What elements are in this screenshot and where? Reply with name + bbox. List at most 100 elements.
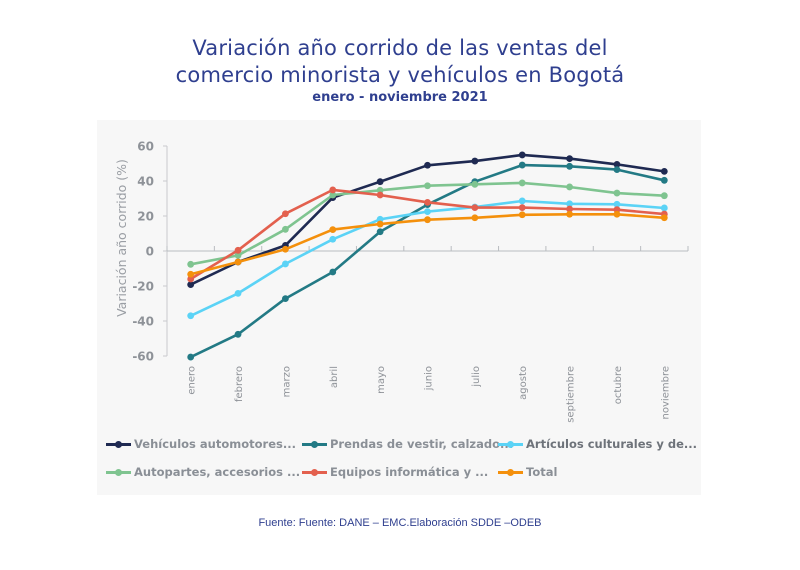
data-point [660,167,668,175]
data-point [566,205,573,213]
x-tick-label: febrero [234,366,245,402]
y-tick-label: 0 [146,245,154,259]
data-point [613,210,621,218]
legend-label: Prendas de vestir, calzado... [330,437,514,451]
data-point [329,191,337,199]
data-point [234,251,242,259]
data-point [518,179,526,187]
y-tick-label: -20 [132,280,154,294]
data-point [376,215,384,223]
data-point [566,162,573,170]
x-tick-label: abril [329,366,340,388]
data-point [518,211,526,219]
data-point [282,260,289,268]
data-point [566,183,573,191]
data-point [282,210,289,218]
x-tick-label: septiembre [566,366,577,423]
x-tick-label: junio [424,366,435,391]
y-axis-label: Variación año corrido (%) [114,159,129,317]
data-point [613,189,621,197]
data-point [518,204,526,212]
source-note: Fuente: Fuente: DANE – EMC.Elaboración S… [258,517,542,529]
data-point [424,216,431,224]
data-point [471,214,479,222]
data-point [566,210,573,218]
data-point [234,330,242,338]
data-point [660,204,668,212]
data-point [234,289,242,297]
chart-subtitle: enero - noviembre 2021 [312,90,488,105]
data-point [187,270,195,278]
data-point [282,295,289,302]
x-tick-label: julio [471,366,482,388]
chart-title-line1: Variación año corrido de las ventas del [192,36,608,60]
data-point [187,260,195,268]
legend-item[interactable]: Autopartes, accesorios ... [106,465,300,479]
legend-label: Equipos informática y ... [330,465,489,479]
x-tick-label: mayo [376,366,387,394]
data-point [282,245,289,253]
data-point [187,312,195,320]
series-4 [187,186,668,283]
series-group [187,151,668,361]
legend-label: Autopartes, accesorios ... [134,465,301,479]
data-point [234,246,242,254]
data-point [282,225,289,233]
series-3 [187,179,668,268]
y-tick-label: -40 [132,315,154,329]
legend-item[interactable]: Total [498,465,557,479]
legend-swatch-icon [106,438,131,450]
legend-label: Total [526,465,558,479]
legend-item[interactable]: Artículos culturales y de... [498,437,697,451]
data-point [566,155,573,163]
legend-item[interactable]: Vehículos automotores... [106,437,296,451]
data-point [518,197,526,205]
y-ticks: 60 40 20 0 -20 -40 -60 [132,140,167,364]
data-point [376,178,384,186]
legend-swatch-icon [302,438,327,450]
data-point [424,182,431,190]
legend-item[interactable]: Prendas de vestir, calzado... [302,437,513,451]
data-point [187,281,195,288]
x-ticks: enero febrero marzo abril mayo junio julio agos… [166,246,689,423]
series-line [190,163,665,359]
data-point [234,258,242,266]
y-tick-label: 60 [137,140,154,154]
data-point [424,198,431,206]
data-point [660,192,668,200]
series-2 [187,197,668,320]
legend-swatch-icon [498,466,523,478]
legend-item[interactable]: Equipos informática y ... [302,465,488,479]
data-point [376,228,384,236]
data-point [471,157,479,165]
data-point [660,214,668,222]
data-point [376,186,384,194]
data-point [424,161,431,169]
axes: Variación año corrido (%) [114,146,688,356]
data-point [471,180,479,188]
data-point [376,191,384,199]
data-point [613,160,621,168]
data-point [187,275,195,283]
data-point [329,268,337,276]
data-point [329,186,337,194]
data-point [424,208,431,216]
y-tick-label: -60 [132,350,154,364]
data-point [660,176,668,184]
chart-area [97,120,701,495]
data-point [376,220,384,228]
y-tick-label: 40 [137,175,154,189]
series-line [190,181,665,266]
data-point [566,200,573,208]
y-tick-label: 20 [137,210,154,224]
data-point [613,166,621,174]
legend-swatch-icon [302,466,327,478]
series-5 [187,210,668,278]
x-tick-label: agosto [518,366,529,400]
x-tick-label: noviembre [660,366,671,419]
data-point [329,235,337,243]
x-tick-label: marzo [281,366,292,397]
x-tick-label: octubre [613,366,624,404]
legend-label: Artículos culturales y de... [526,437,697,451]
